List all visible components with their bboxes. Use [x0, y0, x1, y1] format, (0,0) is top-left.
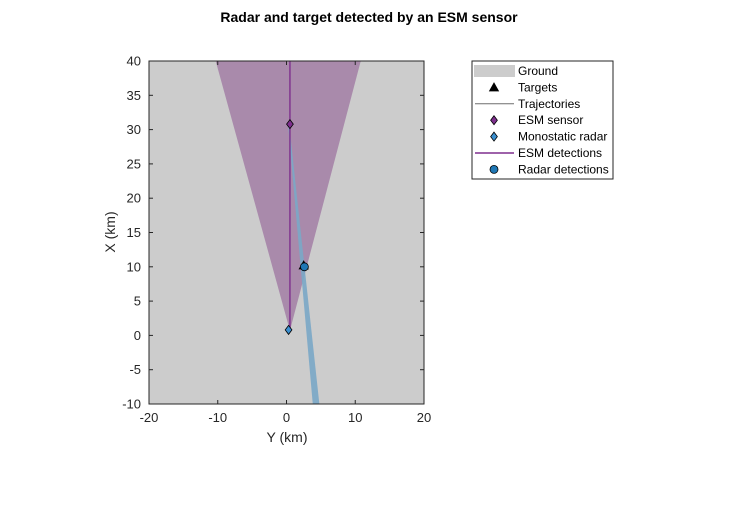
esm-coverage-cone	[215, 61, 361, 331]
y-tick-label: 25	[127, 156, 141, 171]
legend-label: Trajectories	[518, 97, 580, 111]
legend-label: Targets	[518, 80, 557, 94]
legend-label: Ground	[518, 64, 558, 78]
x-tick-label: 20	[417, 410, 431, 425]
legend: Ground Targets Trajectories ESM sensor Monos…	[471, 60, 614, 180]
legend-label: Radar detections	[518, 162, 609, 176]
legend-item: Monostatic radar	[490, 130, 607, 144]
plot-area	[149, 61, 424, 404]
legend-item: Ground	[474, 64, 558, 78]
legend-label: ESM detections	[518, 146, 602, 160]
y-tick-label: 20	[127, 191, 141, 206]
x-tick-label: 10	[348, 410, 362, 425]
legend-item: ESM detections	[475, 146, 602, 160]
radar-marker	[284, 324, 293, 336]
x-tick-label: -20	[140, 410, 159, 425]
y-tick-label: -5	[129, 362, 141, 377]
chart-title: Radar and target detected by an ESM sens…	[220, 9, 518, 25]
y-tick-label: 10	[127, 259, 141, 274]
legend-swatch-radar	[490, 131, 498, 142]
y-tick-label: -10	[122, 397, 141, 412]
legend-swatch-ground	[474, 65, 515, 77]
legend-item: Radar detections	[489, 162, 609, 176]
y-tick-label: 35	[127, 88, 141, 103]
y-tick-label: 5	[134, 294, 141, 309]
y-tick-label: 0	[134, 328, 141, 343]
legend-swatch-radar-detections	[489, 164, 499, 174]
legend-swatch-targets	[488, 82, 500, 92]
y-tick-label: 15	[127, 225, 141, 240]
radar-detection-marker	[299, 262, 309, 272]
x-tick-label: 0	[283, 410, 290, 425]
y-tick-label: 40	[127, 54, 141, 69]
legend-swatch-esm-sensor	[490, 115, 498, 126]
esm-sensor-marker	[286, 118, 294, 130]
x-axis-label: Y (km)	[267, 429, 308, 445]
legend-item: ESM sensor	[490, 113, 583, 127]
y-tick-label: 30	[127, 122, 141, 137]
legend-label: ESM sensor	[518, 113, 583, 127]
y-axis-label: X (km)	[102, 211, 118, 252]
x-tick-label: -10	[208, 410, 227, 425]
legend-label: Monostatic radar	[518, 130, 607, 144]
legend-item: Targets	[488, 80, 557, 94]
legend-item: Trajectories	[475, 97, 580, 111]
